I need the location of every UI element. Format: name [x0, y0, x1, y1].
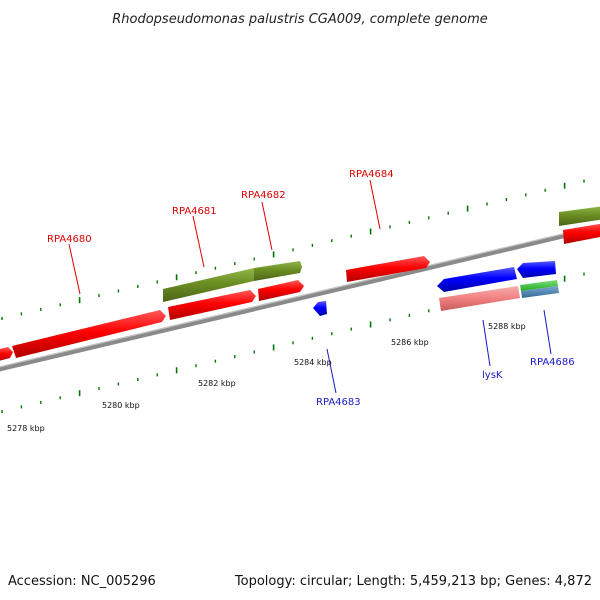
scale-label-5280: 5280 kbp — [102, 401, 140, 410]
gene-label-rpa4683[interactable]: RPA4683 — [316, 397, 361, 408]
gene-arrow-rpa4682[interactable] — [258, 280, 304, 301]
map-title: Rhodopseudomonas palustris CGA009, compl… — [112, 12, 488, 27]
olive-feature-right[interactable] — [559, 206, 600, 226]
accession-text: Accession: NC_005296 — [8, 574, 156, 589]
pink-feature-lysk[interactable] — [439, 286, 520, 311]
scale-label-5286: 5286 kbp — [391, 338, 429, 347]
green-feature-rpa4686[interactable] — [520, 280, 558, 291]
olive-feature-rpa4681[interactable] — [163, 268, 254, 302]
gene-arrow-rpa4684[interactable] — [346, 256, 430, 282]
gene-arrow-right[interactable] — [563, 223, 600, 244]
scale-label-5278: 5278 kbp — [7, 424, 45, 433]
scale-label-5288: 5288 kbp — [488, 322, 526, 331]
gene-arrow-rpa4681[interactable] — [168, 290, 256, 320]
olive-feature-rpa4682[interactable] — [254, 261, 302, 281]
gene-arrow-lysk[interactable] — [437, 267, 517, 292]
scale-label-5282: 5282 kbp — [198, 379, 236, 388]
gene-label-rpa4680[interactable]: RPA4680 — [47, 234, 92, 245]
upper-tick-track — [1, 179, 585, 320]
scale-label-5284: 5284 kbp — [294, 358, 332, 367]
gene-arrow-rpa4679[interactable] — [0, 347, 13, 362]
gene-arrow-rpa4680[interactable] — [12, 310, 166, 358]
gene-label-rpa4686[interactable]: RPA4686 — [530, 357, 575, 368]
gene-label-lysk[interactable]: lysK — [482, 370, 503, 381]
leader-lines-top — [68, 179, 381, 295]
leader-lines-bottom — [326, 309, 552, 394]
gene-label-rpa4684[interactable]: RPA4684 — [349, 169, 394, 180]
gene-label-rpa4682[interactable]: RPA4682 — [241, 190, 286, 201]
gene-label-rpa4681[interactable]: RPA4681 — [172, 206, 217, 217]
gene-arrow-rpa4685[interactable] — [517, 261, 556, 278]
genome-summary-text: Topology: circular; Length: 5,459,213 bp… — [234, 574, 592, 589]
steelblue-feature-rpa4686[interactable] — [521, 286, 559, 298]
genome-backbone — [0, 224, 600, 372]
gene-arrow-rpa4683[interactable] — [313, 301, 327, 316]
